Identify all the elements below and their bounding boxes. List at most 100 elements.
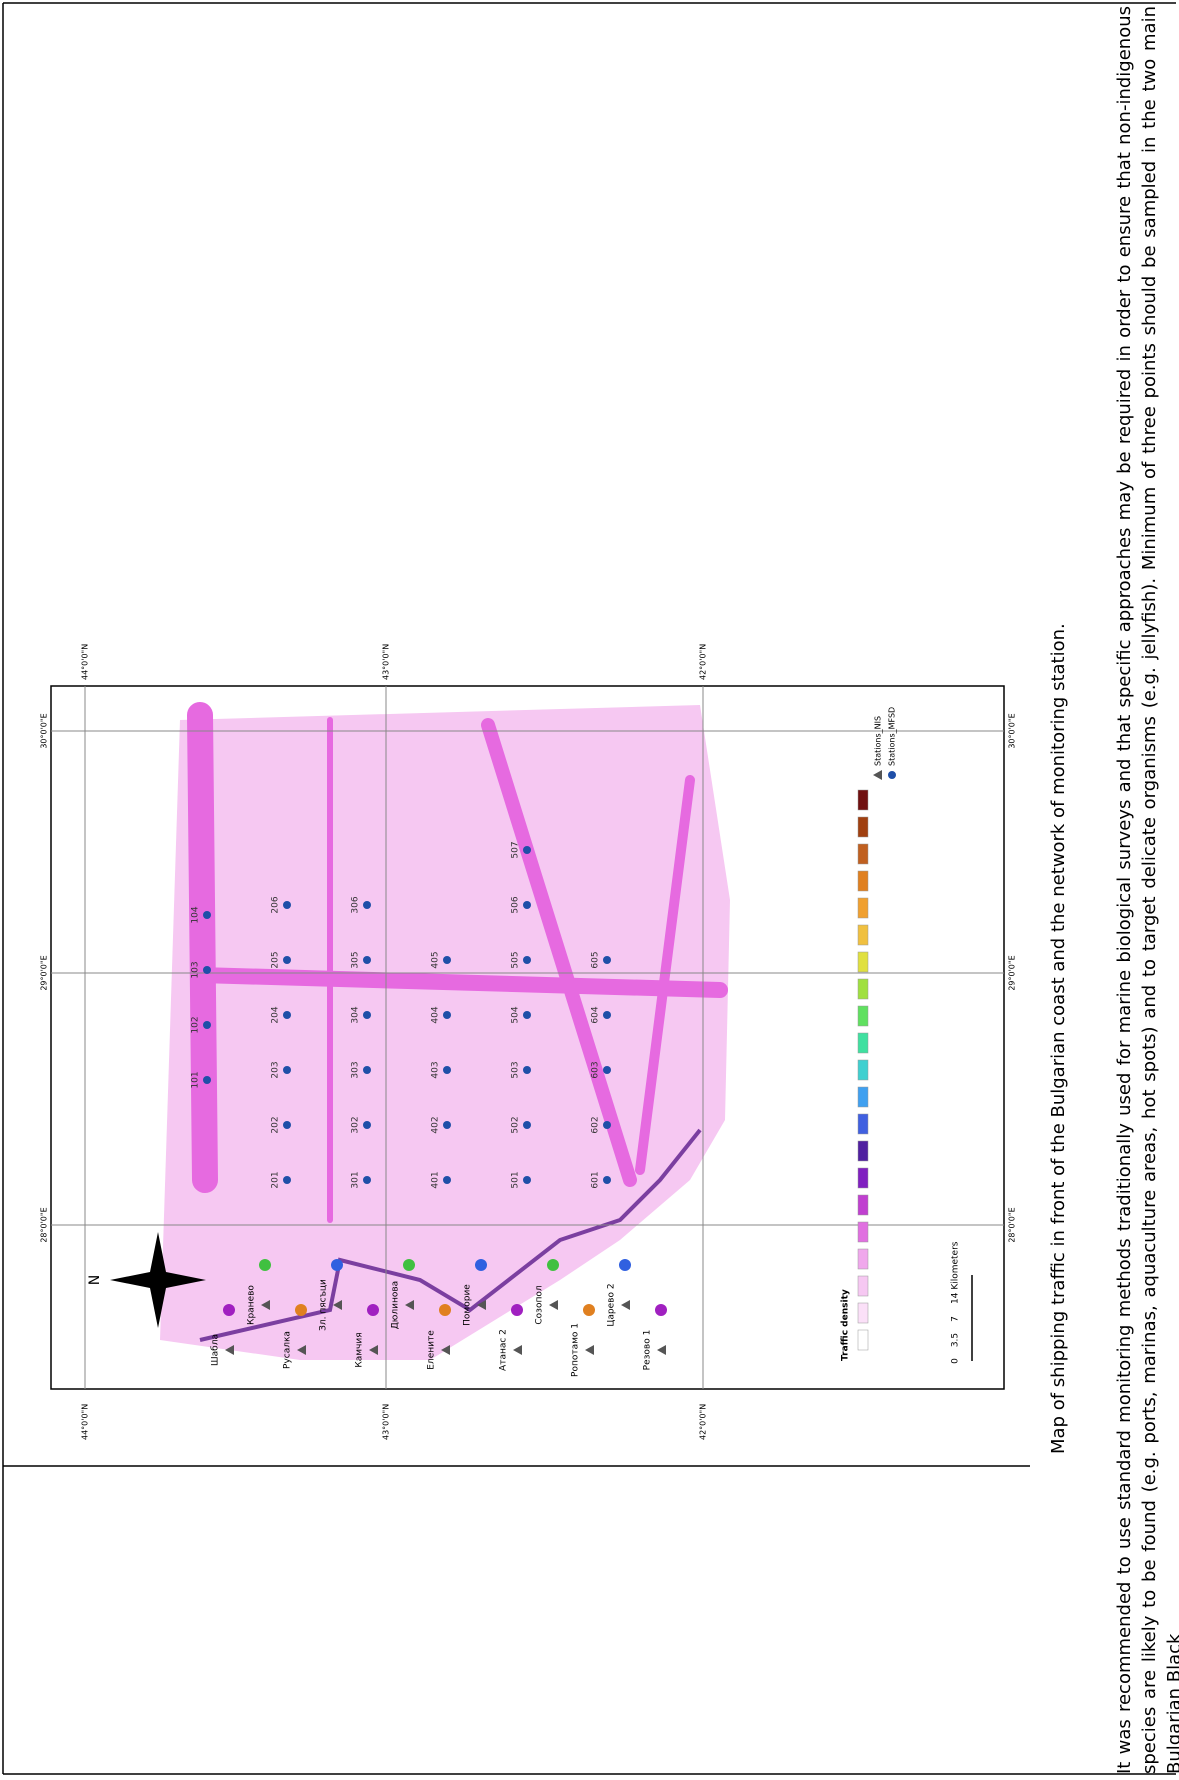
place-label: Русалка — [283, 1331, 293, 1369]
hotspot — [367, 1304, 379, 1316]
place-label: Созопол — [535, 1285, 545, 1324]
station — [203, 1076, 211, 1084]
station — [363, 956, 371, 964]
legend-swatch — [858, 1249, 868, 1269]
legend-swatch — [858, 1276, 868, 1296]
station-label: 306 — [351, 896, 361, 913]
page: {"map": { "north": "N", "coordinates": [… — [0, 0, 1179, 1780]
station — [203, 966, 211, 974]
coordinate-label: 44°0'0"N — [81, 1404, 90, 1440]
station-label: 203 — [271, 1061, 281, 1078]
station — [283, 956, 291, 964]
station-label: 502 — [511, 1116, 521, 1133]
station-label: 506 — [511, 896, 521, 913]
legend-label: Stations_NIS — [874, 716, 883, 766]
station-label: 505 — [511, 951, 521, 968]
station-label: 507 — [511, 841, 521, 858]
station-label: 503 — [511, 1061, 521, 1078]
lane — [200, 715, 205, 1180]
station — [443, 1066, 451, 1074]
station-label: 305 — [351, 951, 361, 968]
paragraph: It was recommended to use standard monit… — [1112, 6, 1179, 1774]
station-label: 602 — [591, 1116, 601, 1133]
legend-swatch — [858, 1222, 868, 1242]
station — [603, 1011, 611, 1019]
coordinate-label: 44°0'0"N — [81, 644, 90, 680]
legend-swatch — [858, 1195, 868, 1215]
legend-swatch — [858, 898, 868, 918]
station-label: 604 — [591, 1006, 601, 1023]
station — [443, 1121, 451, 1129]
station — [363, 1066, 371, 1074]
legend-swatch — [858, 952, 868, 972]
station-label: 504 — [511, 1006, 521, 1023]
coordinate-label: 43°0'0"N — [382, 644, 391, 680]
station — [603, 956, 611, 964]
legend-swatch — [858, 979, 868, 999]
legend-swatch — [858, 790, 868, 810]
coordinate-label: 43°0'0"N — [382, 1404, 391, 1440]
coordinate-label: 30°0'0"E — [40, 713, 49, 748]
legend-swatch — [858, 817, 868, 837]
figure: 44°0'0"N 44°0'0"N 43°0'0"N 43°0'0"N 42°0'0"N… — [0, 0, 1179, 1780]
station — [283, 1121, 291, 1129]
station-label: 205 — [271, 951, 281, 968]
station-label: 302 — [351, 1116, 361, 1133]
station — [603, 1066, 611, 1074]
hotspot — [295, 1304, 307, 1316]
place-label: Атанас 2 — [499, 1329, 509, 1371]
station-label: 405 — [431, 951, 441, 968]
place-label: Дюлинова — [391, 1281, 401, 1329]
hotspot — [547, 1259, 559, 1271]
station — [523, 846, 531, 854]
station-label: 301 — [351, 1171, 361, 1188]
station — [283, 1066, 291, 1074]
legend-swatch — [858, 925, 868, 945]
hotspot — [583, 1304, 595, 1316]
scale-label: 14 Kilometers — [951, 1241, 961, 1304]
legend-label: Stations_MFSD — [888, 707, 897, 766]
place-label: Елените — [427, 1330, 437, 1370]
station-label: 101 — [191, 1071, 201, 1088]
coordinate-label: 29°0'0"E — [1008, 955, 1017, 990]
coordinate-label: 42°0'0"N — [699, 644, 708, 680]
place-label: Кранево — [247, 1285, 257, 1325]
station — [523, 1011, 531, 1019]
station — [283, 1176, 291, 1184]
legend-swatch — [858, 1033, 868, 1053]
legend-swatch — [858, 1087, 868, 1107]
station-label: 304 — [351, 1006, 361, 1023]
legend-swatch — [858, 844, 868, 864]
station — [443, 1176, 451, 1184]
station-label: 402 — [431, 1116, 441, 1133]
station-label: 303 — [351, 1061, 361, 1078]
place-label: Зл. пясъци — [319, 1279, 329, 1331]
hotspot — [511, 1304, 523, 1316]
coordinate-label: 30°0'0"E — [1008, 713, 1017, 748]
legend-swatch — [858, 1114, 868, 1134]
station-label: 404 — [431, 1006, 441, 1023]
legend-swatch — [858, 1006, 868, 1026]
hotspot — [475, 1259, 487, 1271]
scale-tick: 7 — [951, 1316, 961, 1322]
hotspot — [403, 1259, 415, 1271]
scale-tick: 0 — [951, 1358, 961, 1364]
station — [363, 901, 371, 909]
place-label: Царево 2 — [607, 1283, 617, 1326]
station — [523, 1176, 531, 1184]
station-label: 501 — [511, 1171, 521, 1188]
hotspot — [439, 1304, 451, 1316]
station-label: 401 — [431, 1171, 441, 1188]
station-label: 603 — [591, 1061, 601, 1078]
coordinate-label: 28°0'0"E — [1008, 1207, 1017, 1242]
legend-swatch — [858, 1303, 868, 1323]
station-label: 206 — [271, 896, 281, 913]
coordinate-label: 42°0'0"N — [699, 1404, 708, 1440]
rotated-page: 44°0'0"N 44°0'0"N 43°0'0"N 43°0'0"N 42°0'0"N… — [0, 0, 1179, 1780]
station-label: 202 — [271, 1116, 281, 1133]
hotspot — [223, 1304, 235, 1316]
station — [523, 956, 531, 964]
station — [443, 1011, 451, 1019]
coordinate-label: 29°0'0"E — [40, 955, 49, 990]
scale-tick: 3.5 — [951, 1333, 961, 1347]
